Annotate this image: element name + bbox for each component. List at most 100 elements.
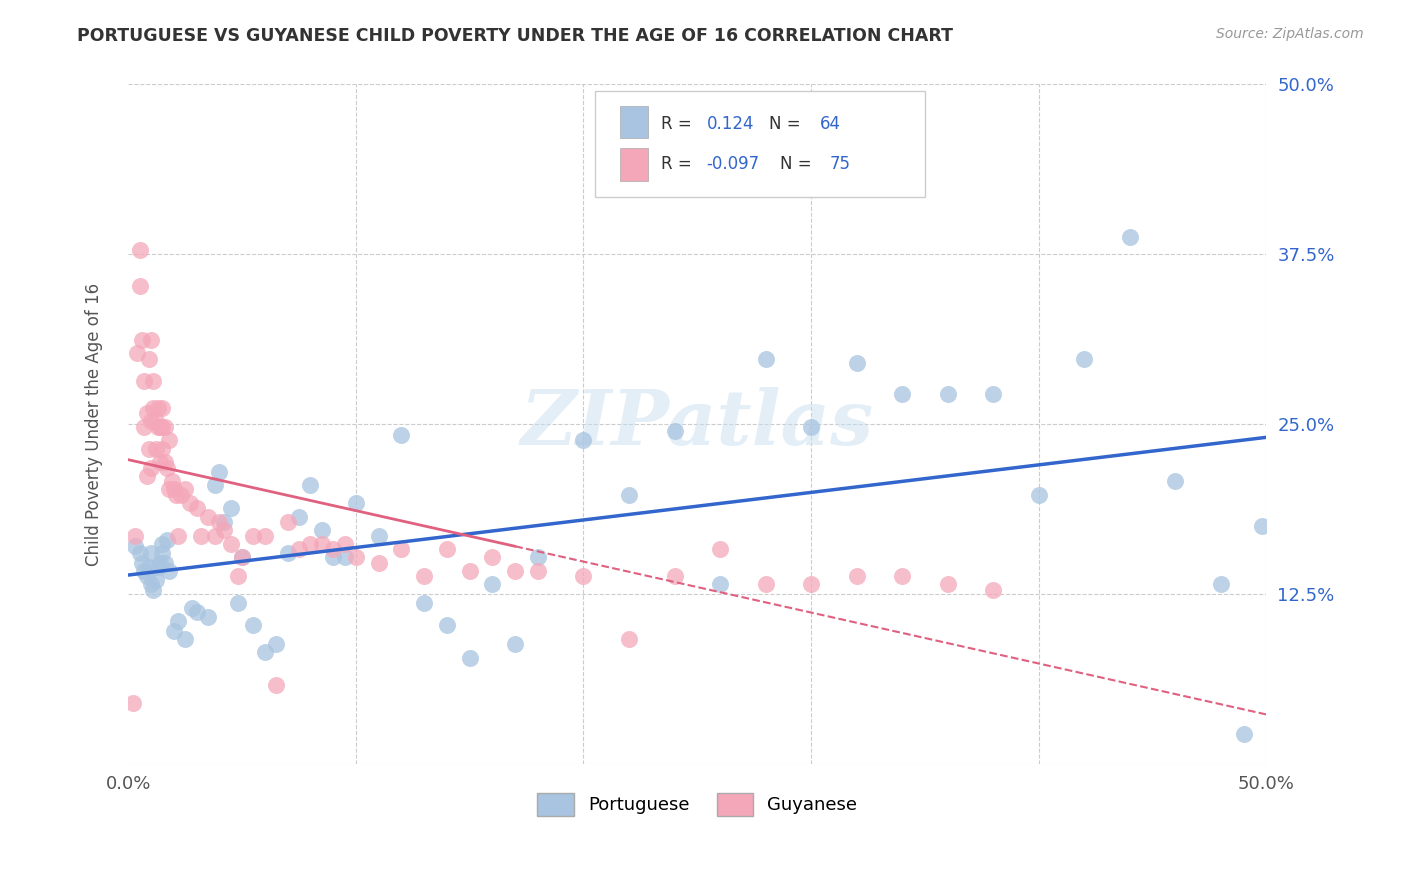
Point — [253, 645, 276, 659]
Point — [503, 564, 526, 578]
Point — [367, 556, 389, 570]
FancyBboxPatch shape — [595, 91, 925, 196]
Point — [167, 614, 190, 628]
FancyBboxPatch shape — [620, 106, 648, 138]
Point — [145, 442, 167, 456]
Point — [157, 434, 180, 448]
Point — [311, 537, 333, 551]
Point — [128, 546, 150, 560]
Point — [127, 346, 149, 360]
Point — [145, 574, 167, 588]
Text: PORTUGUESE VS GUYANESE CHILD POVERTY UNDER THE AGE OF 16 CORRELATION CHART: PORTUGUESE VS GUYANESE CHILD POVERTY UND… — [77, 27, 953, 45]
Point — [481, 577, 503, 591]
Point — [981, 582, 1004, 597]
Point — [322, 550, 344, 565]
Point — [146, 401, 169, 415]
Point — [149, 556, 172, 570]
Point — [231, 550, 253, 565]
Point — [131, 556, 153, 570]
Point — [436, 542, 458, 557]
Point — [145, 414, 167, 428]
Point — [981, 387, 1004, 401]
Point — [311, 523, 333, 537]
Point — [152, 546, 174, 560]
Point — [138, 442, 160, 456]
Point — [617, 632, 640, 646]
Point — [299, 478, 322, 492]
Point — [277, 515, 299, 529]
Point — [138, 559, 160, 574]
Point — [1232, 727, 1254, 741]
Point — [936, 387, 959, 401]
Point — [153, 420, 176, 434]
Point — [165, 488, 187, 502]
Point — [572, 569, 595, 583]
Point — [226, 569, 249, 583]
Point — [156, 460, 179, 475]
Point — [1164, 474, 1187, 488]
Text: 75: 75 — [830, 155, 851, 173]
Point — [242, 618, 264, 632]
Point — [131, 333, 153, 347]
Point — [186, 501, 208, 516]
Point — [197, 509, 219, 524]
Point — [845, 356, 868, 370]
Point — [153, 455, 176, 469]
Point — [617, 488, 640, 502]
Point — [134, 564, 156, 578]
Point — [142, 374, 165, 388]
Point — [664, 424, 686, 438]
Point — [204, 478, 226, 492]
Point — [527, 564, 550, 578]
Point — [891, 387, 914, 401]
Point — [231, 550, 253, 565]
Point — [135, 468, 157, 483]
Point — [156, 533, 179, 547]
Point — [219, 501, 242, 516]
Text: 64: 64 — [820, 115, 841, 133]
Point — [124, 528, 146, 542]
Point — [157, 564, 180, 578]
Point — [138, 351, 160, 366]
Point — [149, 420, 172, 434]
Point — [186, 605, 208, 619]
Point — [800, 577, 823, 591]
Point — [481, 550, 503, 565]
Point — [845, 569, 868, 583]
Point — [754, 577, 776, 591]
Point — [181, 600, 204, 615]
Point — [212, 515, 235, 529]
Point — [169, 488, 191, 502]
Point — [139, 546, 162, 560]
Legend: Portuguese, Guyanese: Portuguese, Guyanese — [530, 786, 865, 822]
Point — [212, 523, 235, 537]
Point — [135, 406, 157, 420]
Text: ZIPatlas: ZIPatlas — [520, 387, 875, 461]
Point — [800, 420, 823, 434]
Point — [152, 401, 174, 415]
Point — [458, 650, 481, 665]
FancyBboxPatch shape — [620, 148, 648, 180]
Point — [322, 542, 344, 557]
Point — [121, 696, 143, 710]
Point — [179, 496, 201, 510]
Point — [139, 460, 162, 475]
Point — [146, 559, 169, 574]
Point — [367, 528, 389, 542]
Point — [891, 569, 914, 583]
Point — [128, 278, 150, 293]
Point — [413, 569, 436, 583]
Point — [754, 351, 776, 366]
Point — [413, 597, 436, 611]
Point — [1073, 351, 1095, 366]
Point — [1250, 519, 1272, 533]
Point — [174, 632, 197, 646]
Point — [299, 537, 322, 551]
Point — [709, 577, 731, 591]
Y-axis label: Child Poverty Under the Age of 16: Child Poverty Under the Age of 16 — [86, 283, 103, 566]
Point — [344, 550, 367, 565]
Point — [124, 540, 146, 554]
Point — [288, 542, 311, 557]
Point — [190, 528, 212, 542]
Point — [664, 569, 686, 583]
